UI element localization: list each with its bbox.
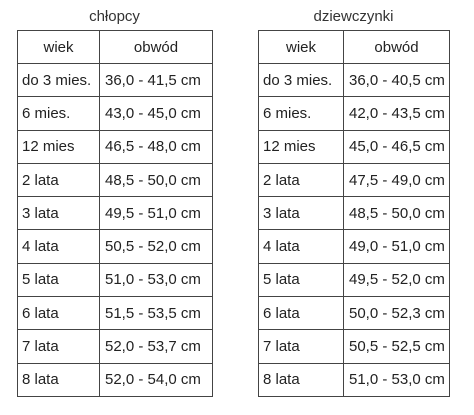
table-row: 5 lata 51,0 - 53,0 cm — [17, 262, 213, 298]
age-cell: do 3 mies. — [258, 62, 344, 98]
circumference-cell: 48,5 - 50,0 cm — [343, 196, 450, 231]
age-cell: 5 lata — [258, 262, 344, 298]
age-cell: 6 mies. — [17, 96, 100, 131]
table-row: 7 lata 50,5 - 52,5 cm — [258, 329, 450, 364]
girls-header-row: wiek obwód — [258, 30, 450, 64]
circumference-cell: 42,0 - 43,5 cm — [343, 96, 450, 131]
age-cell: 3 lata — [17, 196, 100, 231]
age-cell: 8 lata — [258, 362, 344, 397]
table-row: 6 lata 51,5 - 53,5 cm — [17, 296, 213, 331]
age-cell: 8 lata — [17, 362, 100, 397]
girls-size-chart: dziewczynki wiek obwód do 3 mies. 36,0 -… — [258, 0, 450, 397]
girls-size-table: wiek obwód do 3 mies. 36,0 - 40,5 cm 6 m… — [258, 30, 450, 397]
age-cell: 3 lata — [258, 196, 344, 231]
age-cell: 12 mies — [17, 129, 100, 164]
circumference-cell: 49,5 - 51,0 cm — [99, 196, 213, 231]
age-cell: 2 lata — [258, 162, 344, 198]
girls-table-title: dziewczynki — [313, 8, 394, 25]
circumference-cell: 52,0 - 54,0 cm — [99, 362, 213, 397]
boys-age-header: wiek — [17, 30, 100, 64]
table-row: 8 lata 52,0 - 54,0 cm — [17, 362, 213, 397]
circumference-cell: 52,0 - 53,7 cm — [99, 329, 213, 364]
age-cell: 5 lata — [17, 262, 100, 298]
boys-table-title: chłopcy — [89, 8, 140, 25]
table-row: 4 lata 50,5 - 52,0 cm — [17, 229, 213, 264]
circumference-cell: 48,5 - 50,0 cm — [99, 162, 213, 198]
circumference-cell: 49,5 - 52,0 cm — [343, 262, 450, 298]
table-row: 6 lata 50,0 - 52,3 cm — [258, 296, 450, 331]
age-cell: 6 lata — [17, 296, 100, 331]
table-row: 3 lata 49,5 - 51,0 cm — [17, 196, 213, 231]
circumference-cell: 50,5 - 52,0 cm — [99, 229, 213, 264]
table-row: 6 mies. 42,0 - 43,5 cm — [258, 96, 450, 131]
circumference-cell: 49,0 - 51,0 cm — [343, 229, 450, 264]
age-cell: 7 lata — [17, 329, 100, 364]
boys-size-chart: chłopcy wiek obwód do 3 mies. 36,0 - 41,… — [17, 0, 213, 397]
circumference-cell: 45,0 - 46,5 cm — [343, 129, 450, 164]
circumference-cell: 36,0 - 40,5 cm — [343, 62, 450, 98]
table-row: 2 lata 48,5 - 50,0 cm — [17, 162, 213, 198]
age-cell: do 3 mies. — [17, 62, 100, 98]
table-row: do 3 mies. 36,0 - 41,5 cm — [17, 62, 213, 98]
table-row: 8 lata 51,0 - 53,0 cm — [258, 362, 450, 397]
circumference-cell: 51,0 - 53,0 cm — [99, 262, 213, 298]
table-row: 3 lata 48,5 - 50,0 cm — [258, 196, 450, 231]
girls-age-header: wiek — [258, 30, 344, 64]
circumference-cell: 36,0 - 41,5 cm — [99, 62, 213, 98]
table-row: 7 lata 52,0 - 53,7 cm — [17, 329, 213, 364]
table-row: do 3 mies. 36,0 - 40,5 cm — [258, 62, 450, 98]
boys-header-row: wiek obwód — [17, 30, 213, 64]
table-row: 6 mies. 43,0 - 45,0 cm — [17, 96, 213, 131]
circumference-cell: 50,5 - 52,5 cm — [343, 329, 450, 364]
circumference-cell: 50,0 - 52,3 cm — [343, 296, 450, 331]
circumference-cell: 43,0 - 45,0 cm — [99, 96, 213, 131]
age-cell: 12 mies — [258, 129, 344, 164]
boys-size-table: wiek obwód do 3 mies. 36,0 - 41,5 cm 6 m… — [17, 30, 213, 397]
age-cell: 2 lata — [17, 162, 100, 198]
age-cell: 4 lata — [258, 229, 344, 264]
age-cell: 6 mies. — [258, 96, 344, 131]
circumference-cell: 51,0 - 53,0 cm — [343, 362, 450, 397]
table-row: 12 mies 45,0 - 46,5 cm — [258, 129, 450, 164]
table-row: 2 lata 47,5 - 49,0 cm — [258, 162, 450, 198]
circumference-cell: 46,5 - 48,0 cm — [99, 129, 213, 164]
circumference-cell: 51,5 - 53,5 cm — [99, 296, 213, 331]
table-row: 12 mies 46,5 - 48,0 cm — [17, 129, 213, 164]
table-row: 5 lata 49,5 - 52,0 cm — [258, 262, 450, 298]
age-cell: 6 lata — [258, 296, 344, 331]
girls-circumference-header: obwód — [343, 30, 450, 64]
boys-circumference-header: obwód — [99, 30, 213, 64]
age-cell: 7 lata — [258, 329, 344, 364]
table-row: 4 lata 49,0 - 51,0 cm — [258, 229, 450, 264]
age-cell: 4 lata — [17, 229, 100, 264]
circumference-cell: 47,5 - 49,0 cm — [343, 162, 450, 198]
